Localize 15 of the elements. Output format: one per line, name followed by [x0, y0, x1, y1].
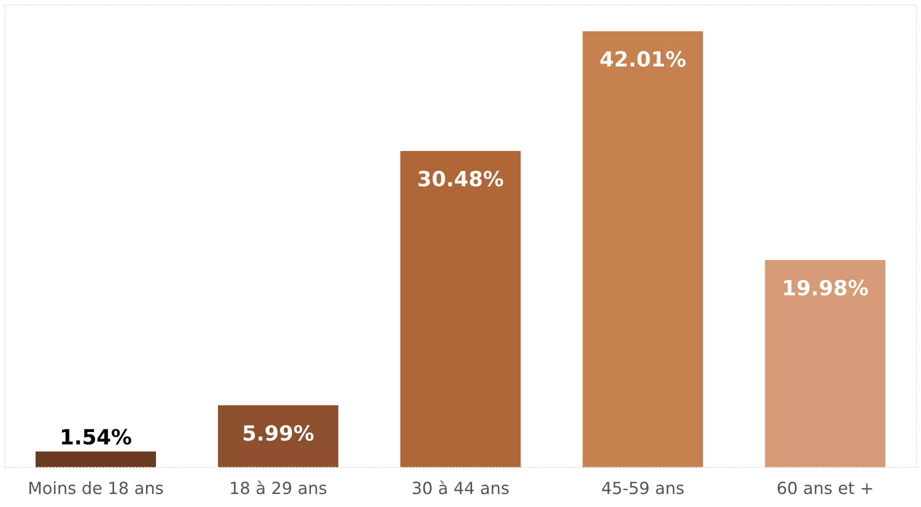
bar: [582, 31, 704, 468]
x-tick-label: 60 ans et +: [778, 482, 872, 494]
bar: [218, 405, 338, 468]
data-label: 5.99%: [244, 425, 314, 441]
x-tick-label: 45-59 ans: [602, 482, 684, 494]
data-label: 1.54%: [62, 428, 132, 445]
bar: [400, 150, 521, 468]
data-label: 30.48%: [418, 170, 504, 187]
x-tick-label: 30 à 44 ans: [412, 480, 509, 494]
data-label: 42.01%: [600, 51, 686, 67]
x-tick-label: 18 à 29 ans: [230, 480, 326, 494]
bar: [765, 260, 886, 468]
bar: [36, 451, 156, 468]
data-label: 19.98%: [784, 280, 868, 296]
x-tick-label: Moins de 18 ans: [29, 481, 163, 494]
